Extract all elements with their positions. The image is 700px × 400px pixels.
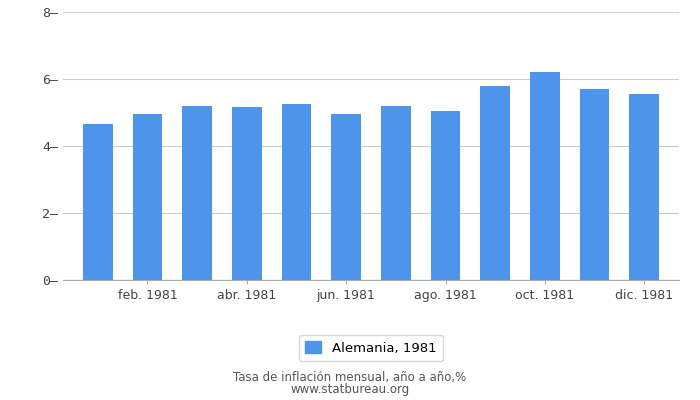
Legend: Alemania, 1981: Alemania, 1981 — [299, 335, 443, 362]
Bar — [480, 86, 510, 280]
Bar — [530, 72, 560, 280]
Text: Tasa de inflación mensual, año a año,%: Tasa de inflación mensual, año a año,% — [233, 372, 467, 384]
Bar — [132, 114, 162, 280]
Bar — [232, 108, 262, 280]
Bar — [629, 94, 659, 280]
Bar — [381, 106, 411, 280]
Text: www.statbureau.org: www.statbureau.org — [290, 384, 410, 396]
Bar — [281, 104, 312, 280]
Bar — [182, 106, 212, 280]
Bar — [83, 124, 113, 280]
Bar — [331, 114, 361, 280]
Bar — [580, 89, 610, 280]
Bar — [430, 111, 461, 280]
